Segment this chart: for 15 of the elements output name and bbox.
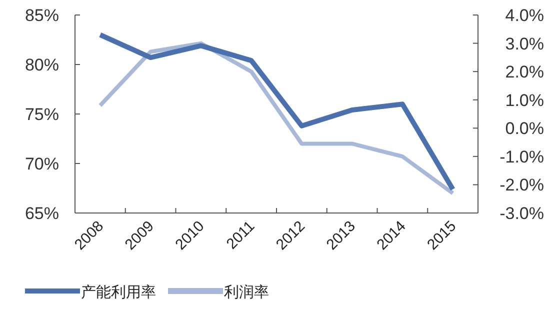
legend-label: 利润率 xyxy=(224,284,269,301)
y-tick-label: 75% xyxy=(24,105,59,124)
y2-tick-label: 2.0% xyxy=(505,62,544,82)
y2-tick-label: 0.0% xyxy=(505,119,544,138)
y-tick-label: 65% xyxy=(24,204,59,223)
y2-tick-label: -2.0% xyxy=(500,176,544,195)
legend-label: 产能利用率 xyxy=(81,284,156,301)
y-tick-label: 85% xyxy=(24,6,59,25)
y2-tick-label: -1.0% xyxy=(500,147,544,166)
y2-tick-label: 1.0% xyxy=(505,90,544,110)
y2-tick-label: 3.0% xyxy=(505,34,544,54)
y-tick-label: 70% xyxy=(24,154,59,174)
y2-tick-label: -3.0% xyxy=(500,204,544,223)
y-tick-label: 80% xyxy=(24,56,59,74)
y2-tick-label: 4.0% xyxy=(505,6,544,25)
